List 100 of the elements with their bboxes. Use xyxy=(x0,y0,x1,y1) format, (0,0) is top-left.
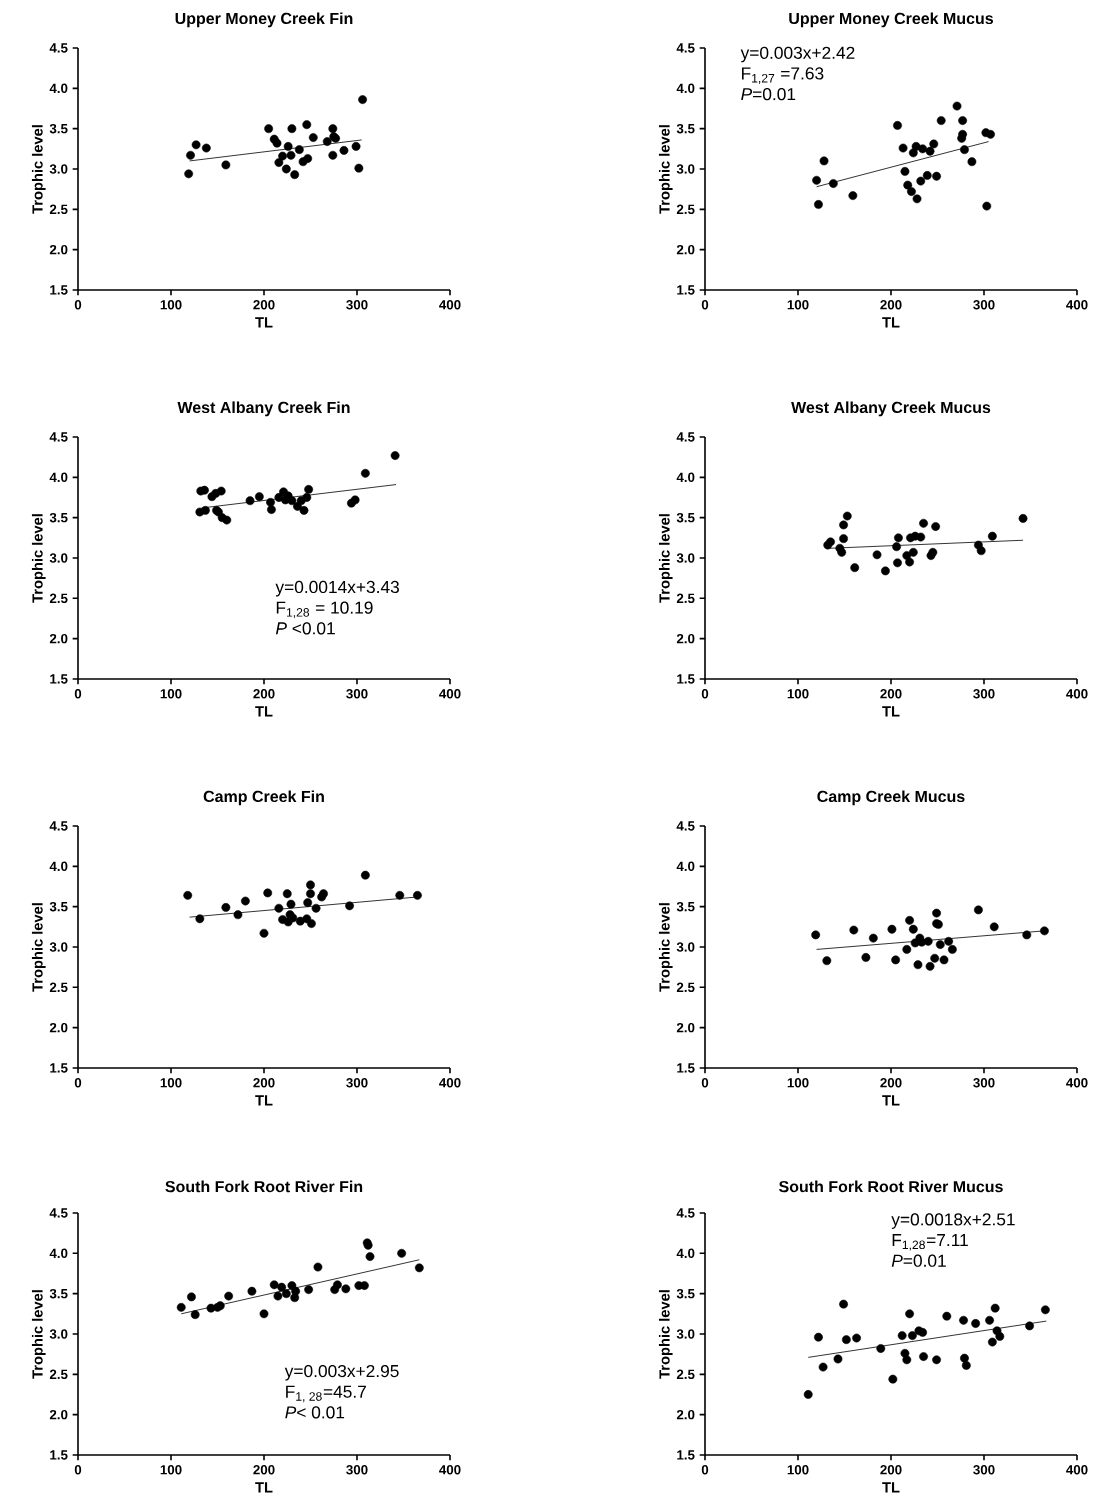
x-tick-label: 400 xyxy=(439,1078,461,1088)
x-tick-label: 0 xyxy=(701,1465,709,1475)
y-tick-label: 2.0 xyxy=(49,1409,68,1420)
y-tick-label: 3.0 xyxy=(49,553,68,563)
chart-title: Upper Money Creek Fin xyxy=(175,12,353,28)
x-tick-label: 400 xyxy=(1066,1465,1088,1475)
y-tick-label: 1.5 xyxy=(677,1063,695,1073)
x-tick-label: 400 xyxy=(1066,689,1088,699)
y-tick-label: 4.0 xyxy=(49,83,68,94)
y-tick-label: 4.5 xyxy=(676,1208,695,1218)
annotation: y=0.0018x+2.51 xyxy=(891,1213,1015,1229)
y-tick-label: 4.0 xyxy=(676,472,695,483)
annotation: y=0.003x+2.42 xyxy=(740,46,855,63)
y-tick-label: 2.0 xyxy=(676,633,695,644)
y-tick-label: 2.0 xyxy=(676,1409,695,1420)
y-tick-label: 2.0 xyxy=(49,244,68,255)
x-tick-label: 200 xyxy=(880,1078,902,1088)
chart-title: South Fork Root River Mucus xyxy=(779,1180,1003,1193)
annotation: F$_{1,28}$ = 10.19 xyxy=(276,601,373,619)
y-tick-label: 3.0 xyxy=(676,1329,695,1339)
y-tick-label: 3.0 xyxy=(49,164,68,174)
x-tick-label: 400 xyxy=(439,300,461,310)
x-tick-label: 300 xyxy=(973,300,995,310)
y-tick-label: 4.5 xyxy=(676,821,695,831)
y-tick-label: 1.5 xyxy=(50,285,68,295)
y-tick-label: 3.0 xyxy=(49,942,68,952)
x-tick-label: 100 xyxy=(160,1465,182,1475)
annotation: P=0.01 xyxy=(891,1254,946,1267)
x-tick-label: 0 xyxy=(701,300,709,310)
y-tick-label: 2.5 xyxy=(49,982,68,993)
y-tick-label: 3.5 xyxy=(676,123,695,134)
y-tick-label: 4.0 xyxy=(676,861,695,872)
x-tick-label: 100 xyxy=(787,300,809,310)
y-tick-label: 4.0 xyxy=(676,83,695,94)
y-tick-label: 2.5 xyxy=(676,204,695,215)
y-tick-label: 2.0 xyxy=(676,1022,695,1033)
y-tick-label: 3.5 xyxy=(676,901,695,912)
y-tick-label: 2.5 xyxy=(49,204,68,215)
x-tick-label: 300 xyxy=(973,1078,995,1088)
x-tick-label: 100 xyxy=(787,1465,809,1475)
y-tick-label: 2.0 xyxy=(676,244,695,255)
annotation: P< 0.01 xyxy=(285,1406,345,1419)
y-axis-title: Trophic level xyxy=(658,903,673,992)
x-tick-label: 200 xyxy=(880,300,902,310)
x-tick-label: 300 xyxy=(346,1078,368,1088)
y-tick-label: 4.5 xyxy=(676,432,695,442)
x-tick-label: 100 xyxy=(160,689,182,699)
y-tick-label: 1.5 xyxy=(677,1450,695,1460)
y-axis-title: Trophic level xyxy=(31,1290,46,1379)
y-tick-label: 4.0 xyxy=(49,861,68,872)
y-tick-label: 4.5 xyxy=(49,43,68,53)
y-tick-label: 2.5 xyxy=(676,982,695,993)
chart-title: West Albany Creek Mucus xyxy=(791,401,991,417)
x-tick-label: 200 xyxy=(253,689,275,699)
y-axis-title: Trophic level xyxy=(658,125,673,214)
y-tick-label: 1.5 xyxy=(677,674,695,684)
y-tick-label: 2.5 xyxy=(49,593,68,604)
x-axis-title: TL xyxy=(255,317,273,328)
y-tick-label: 3.5 xyxy=(49,901,68,912)
y-tick-label: 2.5 xyxy=(676,1369,695,1380)
x-tick-label: 100 xyxy=(160,1078,182,1088)
y-tick-label: 3.5 xyxy=(676,512,695,523)
x-tick-label: 200 xyxy=(253,1465,275,1475)
x-axis-title: TL xyxy=(882,1095,900,1106)
y-tick-label: 3.0 xyxy=(676,942,695,952)
x-tick-label: 100 xyxy=(787,1078,809,1088)
y-tick-label: 3.0 xyxy=(49,1329,68,1339)
y-tick-label: 1.5 xyxy=(50,1450,68,1460)
annotation: F$_{1, 28}$=45.7 xyxy=(286,1385,366,1403)
annotation: y=0.003x+2.95 xyxy=(284,1364,399,1381)
x-axis-title: TL xyxy=(882,317,900,328)
y-tick-label: 4.5 xyxy=(49,1208,68,1218)
y-axis-title: Trophic level xyxy=(658,1290,673,1379)
x-tick-label: 400 xyxy=(1066,300,1088,310)
x-axis-title: TL xyxy=(255,1482,273,1493)
x-axis-title: TL xyxy=(882,1482,900,1493)
x-tick-label: 400 xyxy=(1066,1078,1088,1088)
y-axis-title: Trophic level xyxy=(31,125,46,214)
chart-title: South Fork Root River Fin xyxy=(165,1180,363,1193)
y-tick-label: 4.5 xyxy=(49,821,68,831)
annotation: y=0.0014x+3.43 xyxy=(275,580,399,597)
x-axis-title: TL xyxy=(882,706,900,717)
y-tick-label: 3.0 xyxy=(676,553,695,563)
x-tick-label: 200 xyxy=(253,1078,275,1088)
x-tick-label: 400 xyxy=(439,689,461,699)
y-tick-label: 1.5 xyxy=(50,1063,68,1073)
y-tick-label: 4.5 xyxy=(676,43,695,53)
y-tick-label: 3.5 xyxy=(49,123,68,134)
x-tick-label: 0 xyxy=(74,689,82,699)
x-tick-label: 300 xyxy=(973,689,995,699)
x-tick-label: 200 xyxy=(880,1465,902,1475)
y-tick-label: 4.0 xyxy=(49,472,68,483)
y-axis-title: Trophic level xyxy=(31,903,46,992)
annotation: F$_{1,27}$ =7.63 xyxy=(742,67,824,84)
chart-title: West Albany Creek Fin xyxy=(177,401,350,417)
x-axis-title: TL xyxy=(255,706,273,717)
y-axis-title: Trophic level xyxy=(658,514,673,603)
y-tick-label: 1.5 xyxy=(677,285,695,295)
y-tick-label: 3.5 xyxy=(49,512,68,523)
x-tick-label: 300 xyxy=(346,689,368,699)
